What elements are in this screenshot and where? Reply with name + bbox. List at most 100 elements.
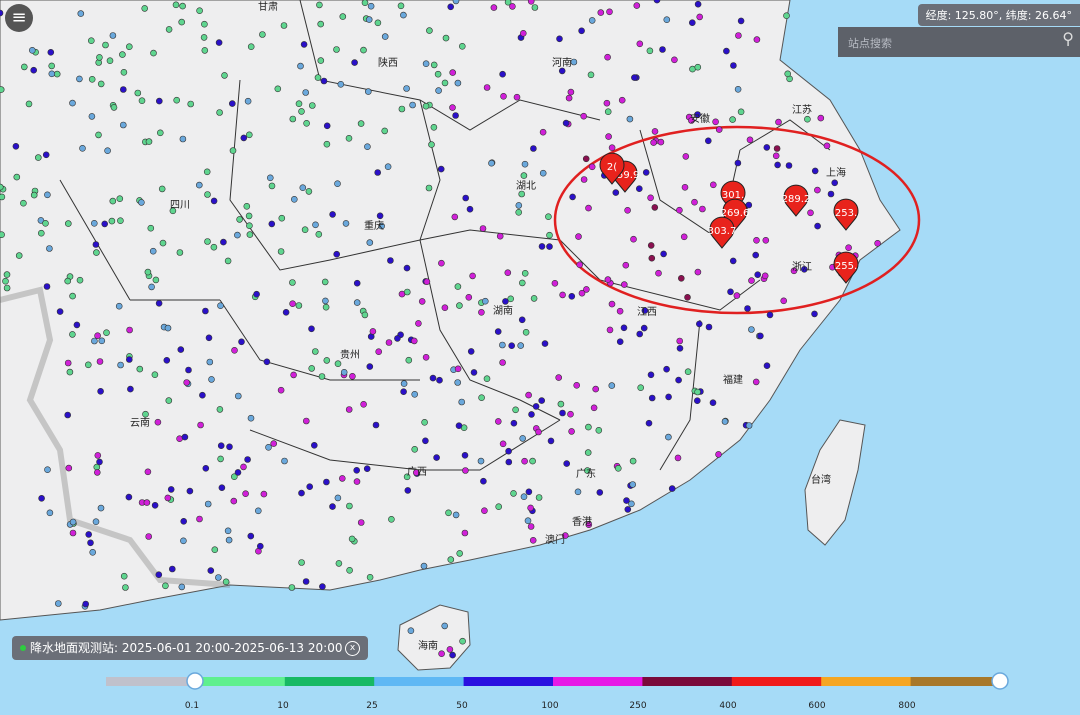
station-dot — [85, 531, 92, 538]
station-dot — [541, 340, 549, 347]
station-dot — [723, 47, 730, 55]
station-dot — [308, 365, 316, 372]
station-dot — [730, 62, 737, 69]
station-dot — [46, 509, 54, 517]
station-dot — [494, 418, 502, 425]
station-dot — [411, 390, 419, 398]
station-dot — [77, 10, 85, 17]
station-dot — [682, 153, 690, 160]
station-dot — [624, 506, 632, 513]
legend-label: 25 — [366, 701, 377, 711]
station-dot — [762, 237, 770, 244]
menu-button[interactable]: ≡ — [5, 4, 33, 32]
marker-pin — [833, 198, 859, 231]
marker-label: 255. — [835, 261, 857, 272]
legend-segment — [821, 677, 912, 686]
station-dot — [513, 93, 521, 101]
station-dot — [30, 191, 38, 199]
close-button[interactable]: x — [345, 641, 360, 656]
station-dot — [73, 321, 81, 329]
station-dot — [217, 442, 225, 450]
station-dot — [575, 233, 582, 240]
search-icon[interactable]: ⚲ — [1062, 29, 1074, 48]
station-dot — [211, 546, 219, 554]
station-dot — [606, 326, 614, 334]
station-dot — [561, 532, 569, 539]
station-dot — [546, 243, 553, 250]
station-dot — [295, 302, 303, 309]
station-dot — [302, 89, 310, 96]
station-dot — [694, 388, 701, 396]
station-dot — [169, 565, 176, 573]
station-dot — [125, 493, 133, 501]
station-dot — [831, 179, 839, 187]
station-dot — [441, 622, 449, 630]
station-dot — [499, 359, 506, 366]
range-handle[interactable] — [186, 672, 204, 690]
border-west — [0, 286, 231, 588]
station-dot — [298, 108, 305, 115]
station-dot — [709, 399, 717, 407]
station-dot — [680, 233, 688, 241]
station-dot — [229, 100, 236, 107]
station-dot — [694, 111, 701, 118]
station-dot — [15, 252, 23, 259]
station-dot — [329, 211, 336, 218]
station-dot — [342, 220, 350, 227]
station-dot — [827, 190, 835, 198]
station-dot — [454, 79, 462, 87]
station-dot — [2, 277, 9, 285]
station-dot — [69, 99, 76, 107]
station-dot — [530, 295, 538, 302]
station-dot — [592, 385, 600, 393]
station-dot — [145, 138, 153, 145]
station-dot — [150, 49, 157, 57]
search-box[interactable]: 站点搜索 ⚲ — [838, 27, 1080, 57]
station-dot — [54, 600, 62, 607]
station-dot — [323, 478, 330, 486]
station-dot — [454, 365, 462, 373]
station-dot — [556, 35, 563, 43]
province-label: 江西 — [637, 306, 657, 318]
province-label: 上海 — [826, 166, 846, 179]
station-dot — [539, 169, 547, 177]
station-dot — [754, 271, 762, 279]
station-dot — [179, 2, 186, 10]
station-dot — [240, 463, 247, 471]
station-dot — [164, 494, 172, 502]
range-handle[interactable] — [991, 672, 1009, 690]
legend-label: 10 — [277, 701, 289, 711]
station-dot — [243, 203, 251, 210]
station-dot — [434, 70, 442, 78]
station-dot — [208, 376, 215, 383]
station-dot — [425, 184, 433, 192]
station-dot — [0, 183, 4, 191]
station-dot — [518, 279, 526, 287]
station-dot — [505, 458, 513, 466]
station-dot — [604, 276, 612, 283]
station-dot — [235, 392, 242, 400]
station-dot — [647, 242, 655, 249]
station-dot — [470, 369, 478, 376]
station-dot — [265, 443, 272, 451]
station-dot — [620, 281, 628, 288]
station-dot — [420, 562, 428, 570]
station-dot — [149, 247, 157, 255]
station-dot — [44, 191, 51, 199]
station-dot — [206, 358, 214, 366]
station-dot — [120, 86, 127, 93]
station-dot — [748, 277, 755, 284]
station-dot — [412, 469, 420, 476]
station-dot — [3, 284, 11, 292]
province-label: 广西 — [407, 466, 427, 478]
station-dot — [88, 113, 96, 120]
station-dot — [225, 536, 233, 544]
station-dot — [671, 56, 678, 64]
station-dot — [748, 326, 755, 333]
station-dot — [518, 190, 526, 198]
station-dot — [317, 57, 325, 64]
marker-label: 269.6 — [721, 208, 750, 219]
station-dot — [466, 205, 474, 213]
station-dot — [529, 457, 536, 465]
